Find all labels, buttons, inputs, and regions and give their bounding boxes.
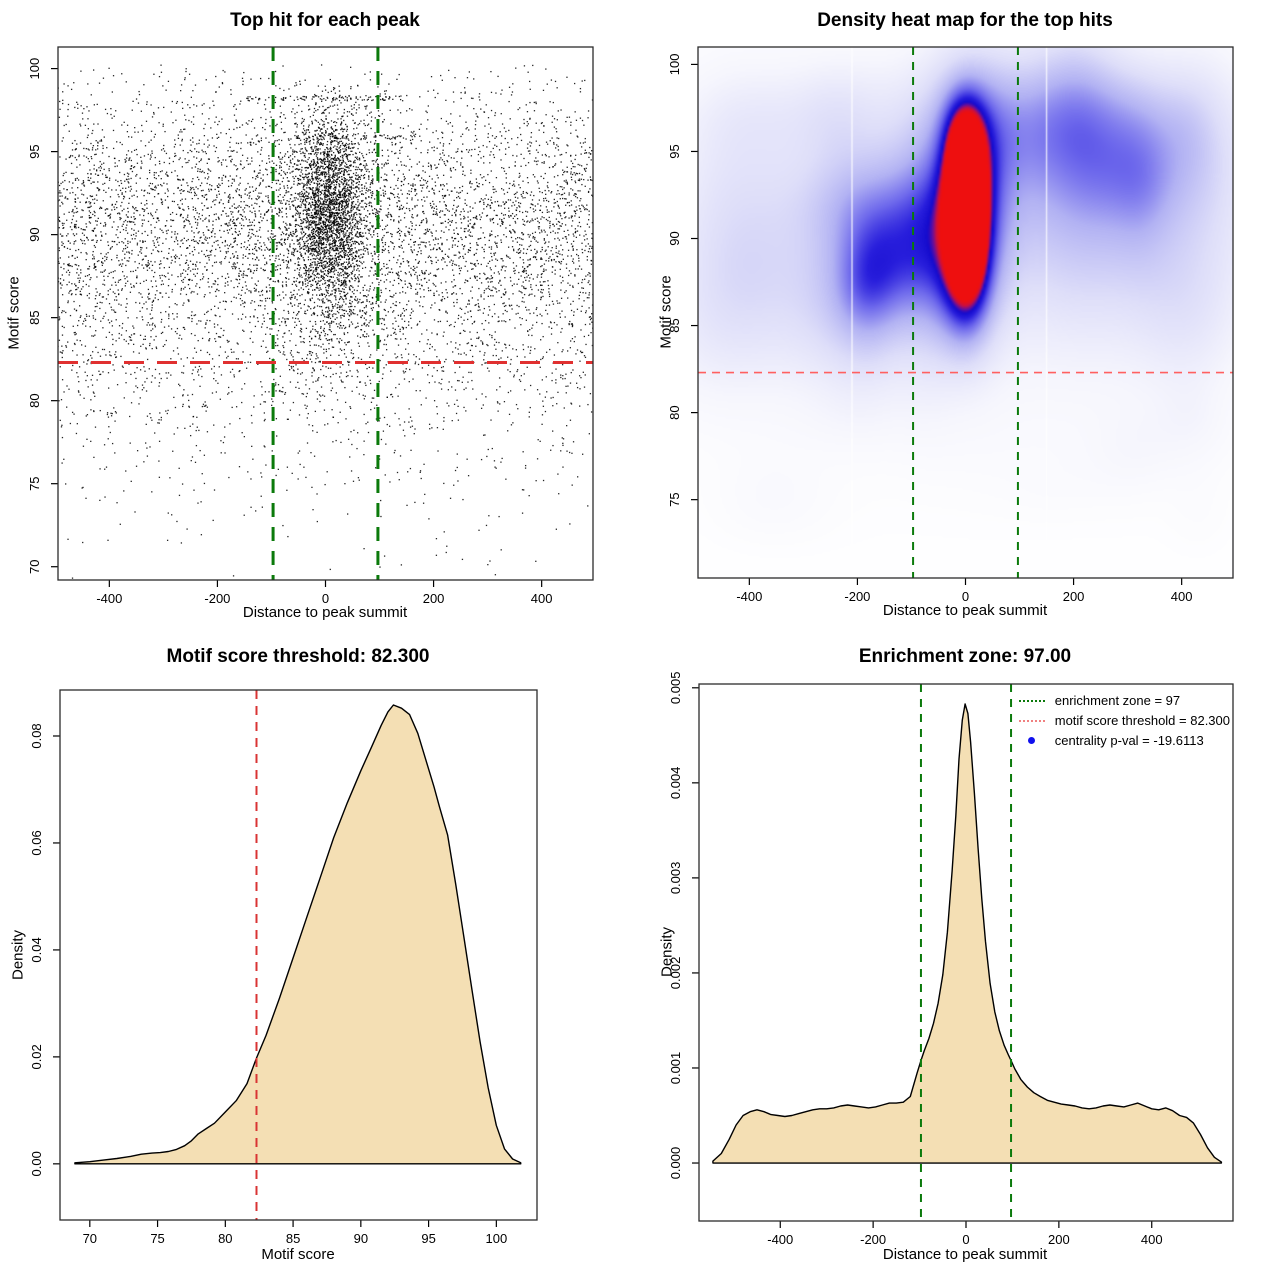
score-density-svg: 70 75 80 85 90 95 100 0.00 0.02 0.04 0.06 0.08 — [29, 689, 538, 1246]
scatter-title: Top hit for each peak — [230, 10, 420, 31]
svg-text:95: 95 — [421, 1231, 435, 1246]
legend-item-centrality-pval: centrality p-val = -19.6113 — [1019, 732, 1230, 749]
svg-text:80: 80 — [667, 405, 682, 419]
score-density-title: Motif score threshold: 82.300 — [166, 646, 430, 667]
heatmap-axes-svg: -400 -200 0 200 400 75 80 85 90 95 100 — [667, 46, 1234, 604]
scatter-axes-svg: -400 -200 0 200 400 70 75 80 85 90 95 100 — [27, 46, 594, 606]
distance-density-svg: -400 -200 0 200 400 0.000 0.001 0.002 0.003 0.004… — [668, 672, 1234, 1247]
heatmap-yaxis-label: Motif score — [657, 275, 675, 349]
svg-text:0.00: 0.00 — [29, 1151, 44, 1176]
svg-text:0.06: 0.06 — [29, 830, 44, 855]
svg-text:0.08: 0.08 — [29, 723, 44, 748]
svg-text:-400: -400 — [96, 591, 122, 606]
svg-text:200: 200 — [423, 591, 445, 606]
svg-text:400: 400 — [1171, 589, 1193, 604]
svg-text:80: 80 — [218, 1231, 232, 1246]
scatter-xaxis-label: Distance to peak summit — [242, 604, 408, 621]
svg-text:0: 0 — [322, 591, 329, 606]
svg-text:70: 70 — [83, 1231, 97, 1246]
svg-text:400: 400 — [1141, 1232, 1163, 1247]
scatter-plot-panel: -400 -200 0 200 400 70 75 80 85 90 95 100 Top hit f… — [0, 0, 640, 640]
svg-text:0.002: 0.002 — [668, 957, 683, 990]
plot-legend: enrichment zone = 97 motif score thresho… — [1018, 692, 1230, 749]
svg-text:75: 75 — [27, 476, 42, 490]
distance-density-panel: -400 -200 0 200 400 0.000 0.001 0.002 0.003 0.004… — [640, 640, 1280, 1280]
heatmap-xaxis-label: Distance to peak summit — [882, 602, 1048, 619]
svg-text:80: 80 — [27, 393, 42, 407]
svg-text:-400: -400 — [736, 589, 762, 604]
score-density-yaxis-label: Density — [9, 929, 27, 981]
heatmap-panel: -400 -200 0 200 400 75 80 85 90 95 100 Density hea… — [640, 0, 1280, 640]
svg-text:90: 90 — [27, 227, 42, 241]
svg-text:95: 95 — [27, 144, 42, 158]
svg-text:85: 85 — [667, 318, 682, 332]
svg-text:200: 200 — [1048, 1232, 1070, 1247]
svg-text:-200: -200 — [860, 1232, 886, 1247]
svg-text:-400: -400 — [767, 1232, 793, 1247]
svg-text:100: 100 — [27, 58, 42, 80]
svg-text:75: 75 — [150, 1231, 164, 1246]
svg-text:100: 100 — [485, 1231, 507, 1246]
distance-density-yaxis-label: Density — [658, 926, 676, 978]
svg-text:0.04: 0.04 — [29, 937, 44, 962]
svg-text:-200: -200 — [844, 589, 870, 604]
score-density-panel: 70 75 80 85 90 95 100 0.00 0.02 0.04 0.06 0.08 Moti… — [0, 640, 640, 1280]
svg-text:400: 400 — [531, 591, 553, 606]
distance-density-xaxis-label: Distance to peak summit — [882, 1246, 1048, 1263]
svg-text:90: 90 — [354, 1231, 368, 1246]
svg-text:75: 75 — [667, 492, 682, 506]
svg-text:0.003: 0.003 — [668, 862, 683, 895]
svg-text:100: 100 — [667, 54, 682, 76]
svg-text:0.005: 0.005 — [668, 672, 683, 705]
svg-text:0.000: 0.000 — [668, 1147, 683, 1180]
blue-dot-swatch — [1019, 737, 1045, 744]
svg-text:85: 85 — [286, 1231, 300, 1246]
svg-text:95: 95 — [667, 144, 682, 158]
score-density-xaxis-label: Motif score — [261, 1246, 335, 1263]
green-dotted-line-swatch — [1018, 699, 1045, 702]
heatmap-title: Density heat map for the top hits — [817, 10, 1113, 31]
scatter-points-canvas — [58, 47, 593, 580]
svg-text:0.004: 0.004 — [668, 767, 683, 800]
svg-text:0: 0 — [962, 589, 969, 604]
svg-text:200: 200 — [1063, 589, 1085, 604]
heatmap-canvas — [698, 47, 1233, 578]
svg-text:0.02: 0.02 — [29, 1044, 44, 1069]
legend-item-motif-threshold: motif score threshold = 82.300 — [1018, 712, 1230, 729]
distance-density-title: Enrichment zone: 97.00 — [858, 646, 1072, 667]
svg-text:0.001: 0.001 — [668, 1052, 683, 1085]
red-dotted-line-swatch — [1018, 719, 1045, 722]
svg-text:85: 85 — [27, 310, 42, 324]
svg-text:90: 90 — [667, 231, 682, 245]
scatter-yaxis-label: Motif score — [5, 276, 23, 350]
svg-text:0: 0 — [962, 1232, 969, 1247]
svg-text:70: 70 — [27, 559, 42, 573]
legend-item-enrichment-zone: enrichment zone = 97 — [1018, 692, 1230, 709]
svg-text:-200: -200 — [204, 591, 230, 606]
